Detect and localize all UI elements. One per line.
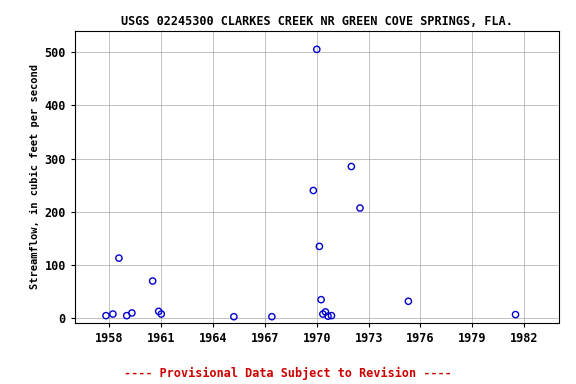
Point <box>511 311 520 318</box>
Point <box>127 310 137 316</box>
Point <box>404 298 413 305</box>
Point <box>148 278 157 284</box>
Point <box>309 187 318 194</box>
Point <box>154 308 163 314</box>
Point <box>318 311 327 317</box>
Y-axis label: Streamflow, in cubic feet per second: Streamflow, in cubic feet per second <box>31 64 40 289</box>
Point <box>312 46 321 53</box>
Point <box>122 313 131 319</box>
Point <box>108 311 118 317</box>
Point <box>323 313 332 319</box>
Point <box>327 313 336 319</box>
Point <box>321 309 330 315</box>
Point <box>157 311 166 317</box>
Point <box>314 243 324 250</box>
Point <box>114 255 123 261</box>
Point <box>347 164 356 170</box>
Point <box>317 296 326 303</box>
Point <box>101 313 111 319</box>
Text: ---- Provisional Data Subject to Revision ----: ---- Provisional Data Subject to Revisio… <box>124 367 452 380</box>
Title: USGS 02245300 CLARKES CREEK NR GREEN COVE SPRINGS, FLA.: USGS 02245300 CLARKES CREEK NR GREEN COV… <box>121 15 513 28</box>
Point <box>267 314 276 320</box>
Point <box>355 205 365 211</box>
Point <box>229 314 238 320</box>
